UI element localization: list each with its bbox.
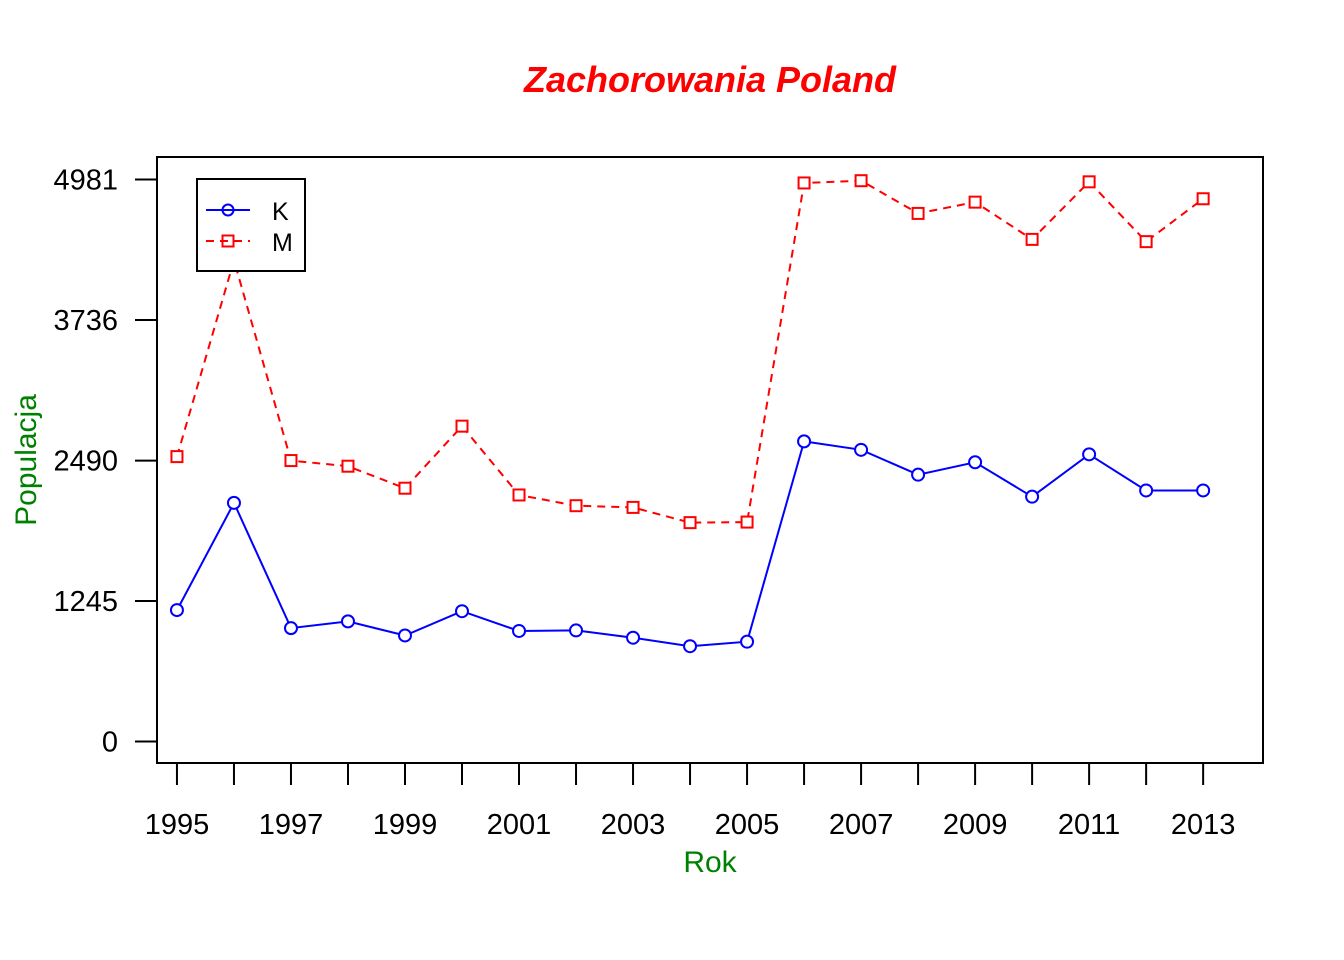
chart-title: Zachorowania Poland: [523, 59, 897, 100]
data-point: [797, 434, 812, 449]
data-point: [1139, 235, 1153, 249]
data-point: [1196, 483, 1211, 498]
x-tick-label: 2009: [943, 809, 1008, 841]
data-point: [283, 621, 298, 636]
data-point: [569, 499, 583, 513]
y-axis-label: Populacja: [10, 394, 43, 526]
legend-box: [196, 178, 306, 272]
series-m: [170, 174, 1210, 530]
data-point: [340, 614, 355, 629]
y-tick-label: 2490: [53, 446, 118, 478]
legend-label-k: K: [272, 198, 289, 226]
data-point: [1196, 192, 1210, 206]
data-point: [1025, 489, 1040, 504]
data-point: [284, 454, 298, 468]
data-point: [569, 623, 584, 638]
x-tick-label: 2001: [487, 809, 552, 841]
series-line-k: [176, 440, 1204, 648]
series-k: [169, 434, 1211, 654]
data-point: [911, 206, 925, 220]
legend-marker-m: [221, 234, 235, 248]
x-tick-label: 1997: [259, 809, 324, 841]
data-point: [740, 634, 755, 649]
data-point: [968, 195, 982, 209]
data-point: [740, 515, 754, 529]
x-axis: 1995 1997 1999 2001 2003 2005 2007 2009 2011 2013: [145, 763, 1236, 841]
series-layer: [169, 174, 1211, 654]
data-point: [797, 176, 811, 190]
x-tick-label: 2003: [601, 809, 666, 841]
data-point: [854, 174, 868, 188]
data-point: [1139, 483, 1154, 498]
y-tick-label: 1245: [53, 586, 118, 618]
x-axis-label: Rok: [683, 846, 737, 879]
y-tick-label: 3736: [53, 305, 118, 337]
x-tick-label: 1999: [373, 809, 438, 841]
data-point: [626, 500, 640, 514]
legend-marker-k: [221, 203, 235, 217]
data-point: [854, 442, 869, 457]
data-point: [226, 495, 241, 510]
data-point: [512, 623, 527, 638]
data-point: [626, 630, 641, 645]
data-point: [512, 488, 526, 502]
y-tick-label: 4981: [53, 164, 118, 196]
data-point: [397, 628, 412, 643]
data-point: [683, 639, 698, 654]
x-tick-label: 2011: [1058, 809, 1120, 841]
x-tick-label: 1995: [145, 809, 210, 841]
data-point: [1025, 232, 1039, 246]
data-point: [968, 455, 983, 470]
x-tick-label: 2005: [715, 809, 780, 841]
data-point: [169, 603, 184, 618]
data-point: [683, 516, 697, 530]
data-point: [1082, 447, 1097, 462]
data-point: [341, 459, 355, 473]
x-tick-label: 2007: [829, 809, 894, 841]
y-tick-label: 0: [102, 727, 118, 759]
y-axis: 0 1245 2490 3736 4981: [53, 164, 157, 759]
legend: K M: [196, 178, 306, 272]
series-line-m: [176, 179, 1204, 524]
x-tick-label: 2013: [1171, 809, 1236, 841]
data-point: [455, 604, 470, 619]
data-point: [1082, 175, 1096, 189]
legend-label-m: M: [272, 229, 293, 257]
data-point: [170, 450, 184, 464]
data-point: [911, 467, 926, 482]
data-point: [398, 481, 412, 495]
data-point: [455, 419, 469, 433]
